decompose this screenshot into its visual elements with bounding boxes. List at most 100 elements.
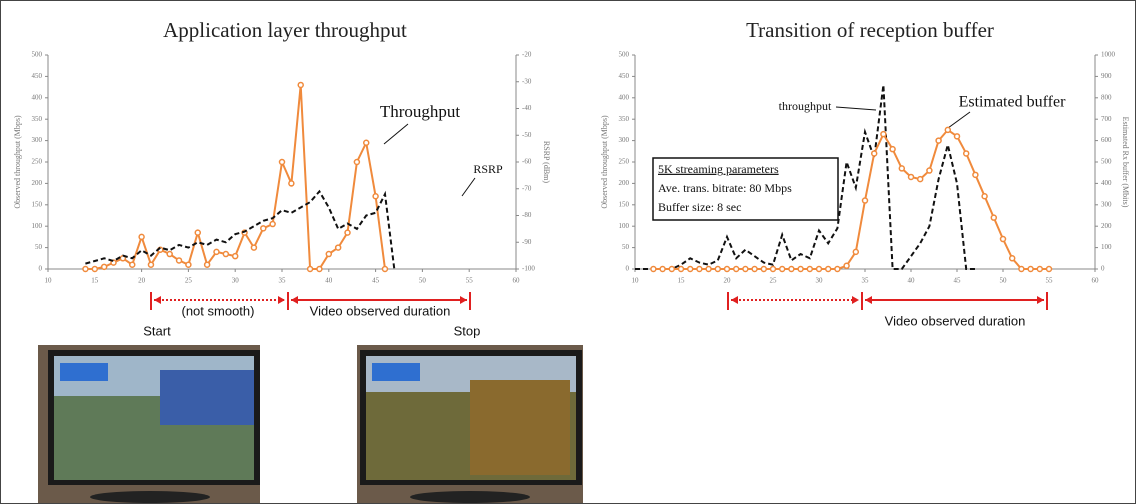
point <box>964 151 969 156</box>
y2-tick-label: -60 <box>522 158 532 166</box>
y-tick-label: 500 <box>619 51 630 59</box>
point <box>261 226 266 231</box>
point <box>233 254 238 259</box>
point <box>354 160 359 165</box>
x-tick-label: 55 <box>1046 277 1054 285</box>
point <box>991 215 996 220</box>
photo-stop <box>357 345 583 503</box>
point <box>844 263 849 268</box>
legend-label: Estimated buffer <box>959 94 1066 111</box>
point <box>706 267 711 272</box>
y-tick-label: 0 <box>39 265 43 273</box>
point <box>918 177 923 182</box>
point <box>973 172 978 177</box>
point <box>382 267 387 272</box>
x-tick-label: 20 <box>138 277 146 285</box>
x-tick-label: 50 <box>419 277 427 285</box>
point <box>881 132 886 137</box>
point <box>982 194 987 199</box>
y-tick-label: 400 <box>32 93 43 101</box>
x-tick-label: 20 <box>724 277 732 285</box>
y-tick-label: 250 <box>619 158 630 166</box>
x-tick-label: 50 <box>1000 277 1008 285</box>
point <box>167 252 172 257</box>
legend-label: throughput <box>779 99 832 113</box>
y2-tick-label: -50 <box>522 131 532 139</box>
x-tick-label: 60 <box>513 277 521 285</box>
y-tick-label: 0 <box>626 265 630 273</box>
y2-tick-label: 200 <box>1101 222 1112 230</box>
x-tick-label: 35 <box>279 277 287 285</box>
point <box>317 267 322 272</box>
y2-tick-label: 1000 <box>1101 51 1116 59</box>
point <box>308 267 313 272</box>
point <box>780 267 785 272</box>
point <box>223 252 228 257</box>
point <box>909 174 914 179</box>
y2-tick-label: 0 <box>1101 265 1105 273</box>
y2-tick-label: -80 <box>522 211 532 219</box>
y2-tick-label: -30 <box>522 77 532 85</box>
y2-tick-label: 700 <box>1101 115 1112 123</box>
point <box>373 194 378 199</box>
point <box>1047 267 1052 272</box>
legend-label: Throughput <box>380 102 461 121</box>
y-tick-label: 400 <box>619 93 630 101</box>
point <box>927 168 932 173</box>
point <box>289 181 294 186</box>
x-tick-label: 35 <box>862 277 870 285</box>
point <box>936 138 941 143</box>
y-tick-label: 300 <box>32 136 43 144</box>
y-tick-label: 250 <box>32 158 43 166</box>
point <box>715 267 720 272</box>
point <box>1010 256 1015 261</box>
y-tick-label: 150 <box>32 200 43 208</box>
legend-label: RSRP <box>473 162 503 176</box>
box-heading: 5K streaming parameters <box>658 162 779 176</box>
point <box>789 267 794 272</box>
point <box>669 267 674 272</box>
x-tick-label: 30 <box>232 277 240 285</box>
point <box>807 267 812 272</box>
point <box>195 230 200 235</box>
x-tick-label: 45 <box>954 277 962 285</box>
chart-title: Application layer throughput <box>163 18 407 42</box>
point <box>890 147 895 152</box>
point <box>863 198 868 203</box>
point <box>872 151 877 156</box>
point <box>752 267 757 272</box>
point <box>139 234 144 239</box>
y2-tick-label: 600 <box>1101 136 1112 144</box>
x-tick-label: 60 <box>1092 277 1100 285</box>
point <box>1019 267 1024 272</box>
point <box>205 262 210 267</box>
y2-tick-label: -90 <box>522 238 532 246</box>
point <box>826 267 831 272</box>
point <box>798 267 803 272</box>
point <box>660 267 665 272</box>
y-tick-label: 200 <box>32 179 43 187</box>
y2-tick-label: 500 <box>1101 158 1112 166</box>
y-tick-label: 100 <box>619 222 630 230</box>
box-line: Buffer size: 8 sec <box>658 200 741 214</box>
point <box>817 267 822 272</box>
point <box>734 267 739 272</box>
point <box>345 230 350 235</box>
point <box>336 245 341 250</box>
y-tick-label: 350 <box>619 115 630 123</box>
y-tick-label: 100 <box>32 222 43 230</box>
x-tick-label: 55 <box>466 277 474 285</box>
y2-axis-title: Estimated Rx buffer (Mbits) <box>1121 117 1130 208</box>
point <box>899 166 904 171</box>
point <box>92 267 97 272</box>
point <box>364 140 369 145</box>
point <box>743 267 748 272</box>
chart-title: Transition of reception buffer <box>746 18 994 42</box>
x-tick-label: 25 <box>770 277 778 285</box>
y2-tick-label: -20 <box>522 51 532 59</box>
point <box>697 267 702 272</box>
point <box>945 127 950 132</box>
y-tick-label: 150 <box>619 200 630 208</box>
x-tick-label: 10 <box>632 277 640 285</box>
point <box>761 267 766 272</box>
